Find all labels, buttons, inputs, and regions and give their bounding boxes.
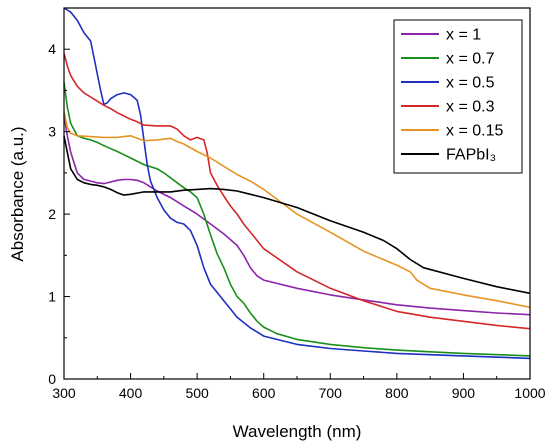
x-tick-label: 800 — [385, 385, 409, 401]
x-tick-label: 1000 — [514, 385, 545, 401]
y-tick-label: 4 — [48, 41, 56, 57]
y-tick-label: 0 — [48, 371, 56, 387]
legend-box — [393, 19, 523, 174]
series-line-3 — [63, 53, 531, 330]
series-line-4 — [63, 110, 531, 309]
x-axis: 300 400 500 600 700 800 900 1000 — [52, 373, 546, 401]
series-line-1 — [63, 82, 531, 357]
y-tick-label: 1 — [48, 289, 56, 305]
x-axis-label: Wavelength (nm) — [233, 422, 362, 441]
y-axis-label: Absorbance (a.u.) — [8, 126, 27, 261]
legend-label-5: FAPbI₃ — [446, 147, 496, 164]
legend-label-4: x = 0.15 — [446, 123, 503, 140]
y-tick-label: 3 — [48, 124, 56, 140]
y-tick-label: 2 — [48, 206, 56, 222]
series-line-5 — [63, 135, 531, 295]
series-line-0 — [63, 115, 531, 316]
x-tick-label: 500 — [185, 385, 209, 401]
y-axis: 0 1 2 3 4 — [48, 41, 70, 387]
series-layer — [63, 7, 531, 360]
x-tick-label: 600 — [252, 385, 276, 401]
legend-label-2: x = 0.5 — [446, 75, 495, 92]
x-tick-label: 300 — [52, 385, 76, 401]
series-line-2 — [63, 7, 531, 360]
x-tick-label: 900 — [452, 385, 476, 401]
x-tick-label: 400 — [119, 385, 143, 401]
legend-label-1: x = 0.7 — [446, 51, 495, 68]
legend-label-0: x = 1 — [446, 27, 481, 44]
legend: x = 1 x = 0.7 x = 0.5 x = 0.3 x = 0.15 FAPbI₃ — [393, 19, 523, 174]
x-tick-label: 700 — [319, 385, 343, 401]
legend-label-3: x = 0.3 — [446, 99, 495, 116]
